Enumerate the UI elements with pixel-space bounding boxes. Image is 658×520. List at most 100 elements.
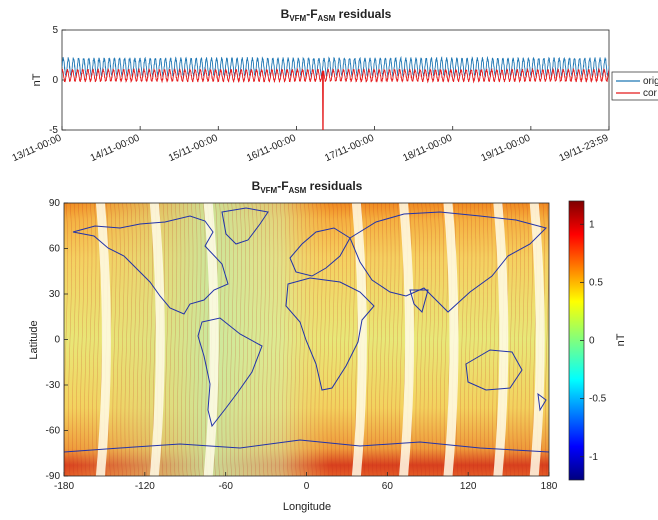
orbit-track xyxy=(419,203,424,476)
timeseries-xtick-label: 17/11-00:00 xyxy=(323,133,376,165)
map-title-mid: -F xyxy=(277,179,288,193)
map-ytick-label: 60 xyxy=(49,244,61,255)
map-ytick-label: -30 xyxy=(46,380,61,391)
orbit-track xyxy=(488,203,493,476)
orbit-track xyxy=(435,203,440,476)
orbit-track xyxy=(217,203,222,476)
orbit-track xyxy=(116,203,121,476)
orbit-track xyxy=(330,203,335,476)
orbit-track xyxy=(80,203,85,476)
timeseries-xtick-label: 19/11-00:00 xyxy=(480,133,533,165)
orbit-track xyxy=(112,203,117,476)
colorbar: 1 0.5 0 -0.5 -1 nT xyxy=(568,200,627,481)
map-xtick-label: 0 xyxy=(304,481,310,492)
timeseries-title-base: B xyxy=(281,7,290,21)
orbit-track xyxy=(76,203,81,476)
colorbar-ticks: 1 0.5 0 -0.5 -1 xyxy=(580,219,607,463)
map-ytick-label: 30 xyxy=(49,289,61,300)
orbit-track xyxy=(221,203,226,476)
map-title-rest: residuals xyxy=(306,179,362,193)
orbit-gap xyxy=(443,203,459,476)
orbit-track xyxy=(391,203,396,476)
orbit-gap xyxy=(95,203,111,476)
timeseries-legend: origi cor xyxy=(611,71,658,101)
orbit-track xyxy=(88,203,93,476)
timeseries-xtick-label: 18/11-00:00 xyxy=(401,133,454,165)
orbit-track xyxy=(169,203,174,476)
orbit-track xyxy=(383,203,388,476)
map-xtick-label: -120 xyxy=(135,481,155,492)
orbit-track xyxy=(92,203,97,476)
colorbar-tick-label: 1 xyxy=(589,219,595,230)
orbit-track xyxy=(472,203,477,476)
map-title-base: B xyxy=(252,179,261,193)
timeseries-title-sub2: ASM xyxy=(318,14,336,23)
orbit-track xyxy=(334,203,339,476)
map-ylabel: Latitude xyxy=(28,320,40,359)
orbit-track xyxy=(274,203,279,476)
timeseries-ylabel: nT xyxy=(31,73,43,86)
orbit-track xyxy=(278,203,283,476)
map-title-sub1: VFM xyxy=(260,186,277,195)
orbit-track xyxy=(181,203,186,476)
heatmap-tint xyxy=(64,203,549,476)
orbit-track xyxy=(326,203,331,476)
orbit-track xyxy=(516,203,521,476)
timeseries-title-sub1: VFM xyxy=(289,14,306,23)
orbit-track xyxy=(132,203,137,476)
orbit-track xyxy=(423,203,428,476)
orbit-track xyxy=(379,203,384,476)
colorbar-tick-label: -1 xyxy=(589,452,598,463)
orbit-track xyxy=(165,203,170,476)
orbit-gap xyxy=(203,203,219,476)
orbit-track xyxy=(286,203,291,476)
colorbar-tick-label: -0.5 xyxy=(589,394,607,405)
map-ytick-label: -90 xyxy=(46,471,61,482)
orbit-track xyxy=(314,203,319,476)
colorbar-tick-label: 0 xyxy=(589,336,595,347)
orbit-track xyxy=(84,203,89,476)
orbit-track xyxy=(468,203,473,476)
orbit-track xyxy=(189,203,194,476)
orbit-track xyxy=(480,203,485,476)
orbit-track xyxy=(266,203,271,476)
orbit-track xyxy=(524,203,529,476)
timeseries-xtick-label: 13/11-00:00 xyxy=(11,133,64,165)
orbit-track xyxy=(427,203,432,476)
orbit-track xyxy=(136,203,141,476)
colorbar-tick-label: 0.5 xyxy=(589,277,603,288)
map-xtick-label: 120 xyxy=(460,481,477,492)
coastlines xyxy=(64,207,549,453)
orbit-track xyxy=(318,203,323,476)
orbit-track xyxy=(253,203,258,476)
timeseries-panel: BVFM-FASM residuals -5 0 5 13/11-00:00 14/11… xyxy=(11,7,658,164)
orbit-track xyxy=(544,203,549,476)
orbit-track xyxy=(124,203,129,476)
orbit-track xyxy=(476,203,481,476)
orbit-track xyxy=(415,203,420,476)
timeseries-xtick-label: 19/11-23:59 xyxy=(558,133,611,165)
map-xtick-label: 180 xyxy=(541,481,558,492)
series-corrected-line xyxy=(62,67,609,130)
timeseries-title-mid: -F xyxy=(306,7,317,21)
orbit-track xyxy=(431,203,436,476)
orbit-track xyxy=(290,203,295,476)
timeseries-xtick-label: 16/11-00:00 xyxy=(245,133,298,165)
map-ytick-label: 90 xyxy=(49,198,61,209)
orbit-gaps xyxy=(95,203,545,476)
orbit-track xyxy=(225,203,230,476)
timeseries-xtick-label: 15/11-00:00 xyxy=(167,133,220,165)
orbit-track xyxy=(508,203,513,476)
timeseries-title-rest: residuals xyxy=(335,7,391,21)
map-title: BVFM-FASM residuals xyxy=(252,179,363,195)
orbit-track xyxy=(387,203,392,476)
orbit-track xyxy=(241,203,246,476)
orbit-track xyxy=(270,203,275,476)
orbit-track xyxy=(310,203,315,476)
timeseries-ytick-label: 0 xyxy=(52,75,58,86)
orbit-track xyxy=(298,203,303,476)
orbit-track xyxy=(338,203,343,476)
orbit-track xyxy=(512,203,517,476)
